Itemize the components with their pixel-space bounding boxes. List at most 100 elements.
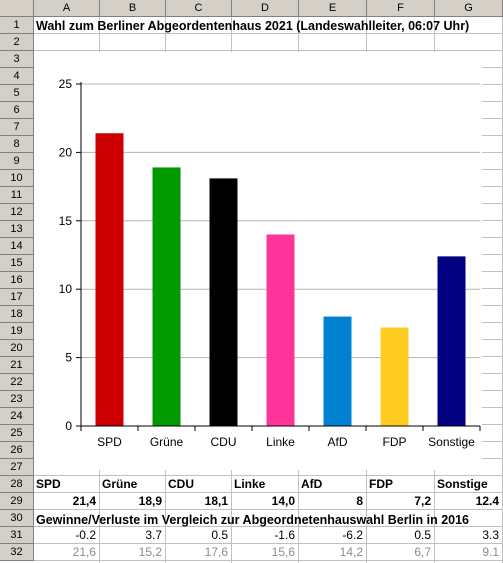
- column-header-g[interactable]: G: [435, 0, 503, 17]
- party-cell-spd[interactable]: SPD: [36, 477, 61, 491]
- row-header-7[interactable]: 7: [0, 119, 34, 136]
- row-header-16[interactable]: 16: [0, 272, 34, 289]
- cell-gridline-horizontal: [34, 526, 503, 527]
- column-header-c[interactable]: C: [166, 0, 232, 17]
- result-cell-spd[interactable]: 21,4: [72, 494, 96, 508]
- cell-gridline-horizontal: [34, 492, 503, 493]
- y-tick-label: 5: [65, 351, 72, 365]
- party-cell-cdu[interactable]: CDU: [168, 477, 194, 491]
- party-cell-linke[interactable]: Linke: [234, 477, 266, 491]
- row-header-6[interactable]: 6: [0, 102, 34, 119]
- x-tick-label: AfD: [327, 435, 347, 449]
- row-header-24[interactable]: 24: [0, 408, 34, 425]
- cell-gridline-horizontal: [34, 509, 503, 510]
- select-all-corner[interactable]: [0, 0, 34, 17]
- change-cell-afd[interactable]: -6.2: [342, 528, 363, 542]
- x-tick-label: Sonstige: [428, 435, 475, 449]
- row-header-22[interactable]: 22: [0, 374, 34, 391]
- bar-afd: [323, 316, 352, 426]
- y-tick-label: 10: [59, 282, 73, 296]
- result-cell-gruene[interactable]: 18,9: [138, 494, 162, 508]
- change-cell-linke[interactable]: -1.6: [274, 528, 295, 542]
- change-cell-fdp[interactable]: 0.5: [414, 528, 431, 542]
- changes-label[interactable]: Gewinne/Verluste im Vergleich zur Abgeor…: [36, 513, 469, 527]
- result-cell-cdu[interactable]: 18,1: [204, 494, 228, 508]
- row-header-5[interactable]: 5: [0, 85, 34, 102]
- row-header-23[interactable]: 23: [0, 391, 34, 408]
- party-cell-sonstige[interactable]: Sonstige: [437, 477, 488, 491]
- column-header-a[interactable]: A: [34, 0, 100, 17]
- result-2016-cell-spd[interactable]: 21,6: [72, 545, 96, 559]
- row-header-26[interactable]: 26: [0, 442, 34, 459]
- row-header-25[interactable]: 25: [0, 425, 34, 442]
- row-header-32[interactable]: 32: [0, 544, 34, 561]
- bar-gruene: [152, 167, 181, 426]
- result-2016-cell-sonstige[interactable]: 9.1: [482, 545, 499, 559]
- result-2016-cell-gruene[interactable]: 15,2: [138, 545, 162, 559]
- party-cell-fdp[interactable]: FDP: [369, 477, 393, 491]
- x-tick-label: CDU: [211, 435, 237, 449]
- row-header-15[interactable]: 15: [0, 255, 34, 272]
- row-header-18[interactable]: 18: [0, 306, 34, 323]
- column-header-b[interactable]: B: [100, 0, 166, 17]
- row-header-31[interactable]: 31: [0, 527, 34, 544]
- row-header-13[interactable]: 13: [0, 221, 34, 238]
- party-cell-afd[interactable]: AfD: [301, 477, 323, 491]
- row-header-10[interactable]: 10: [0, 170, 34, 187]
- result-cell-linke[interactable]: 14,0: [271, 494, 295, 508]
- sheet-title[interactable]: Wahl zum Berliner Abgeordentenhaus 2021 …: [36, 19, 470, 33]
- row-header-20[interactable]: 20: [0, 340, 34, 357]
- row-header-11[interactable]: 11: [0, 187, 34, 204]
- row-header-14[interactable]: 14: [0, 238, 34, 255]
- row-header-21[interactable]: 21: [0, 357, 34, 374]
- bar-sonstige: [437, 256, 466, 426]
- row-header-9[interactable]: 9: [0, 153, 34, 170]
- bar-linke: [266, 234, 295, 426]
- row-header-17[interactable]: 17: [0, 289, 34, 306]
- result-cell-sonstige[interactable]: 12.4: [475, 494, 499, 508]
- cell-gridline-horizontal: [34, 50, 503, 51]
- cell-gridline-horizontal: [34, 560, 503, 561]
- cell-gridline-horizontal: [34, 33, 503, 34]
- cell-gridline-horizontal: [34, 543, 503, 544]
- row-header-30[interactable]: 30: [0, 510, 34, 527]
- row-header-4[interactable]: 4: [0, 68, 34, 85]
- change-cell-cdu[interactable]: 0.5: [211, 528, 228, 542]
- row-header-27[interactable]: 27: [0, 459, 34, 476]
- row-header-19[interactable]: 19: [0, 323, 34, 340]
- x-tick-label: Linke: [266, 435, 295, 449]
- y-tick-label: 0: [65, 419, 72, 433]
- result-2016-cell-afd[interactable]: 14,2: [339, 545, 363, 559]
- change-cell-spd[interactable]: -0.2: [75, 528, 96, 542]
- change-cell-sonstige[interactable]: 3.3: [482, 528, 499, 542]
- row-header-29[interactable]: 29: [0, 493, 34, 510]
- result-cell-fdp[interactable]: 7,2: [414, 494, 431, 508]
- cell-gridline-horizontal: [34, 475, 503, 476]
- bar-spd: [95, 133, 124, 427]
- party-cell-gruene[interactable]: Grüne: [102, 477, 138, 491]
- row-header-8[interactable]: 8: [0, 136, 34, 153]
- result-2016-cell-linke[interactable]: 15,6: [271, 545, 295, 559]
- column-header-f[interactable]: F: [367, 0, 435, 17]
- change-cell-gruene[interactable]: 3.7: [145, 528, 162, 542]
- y-tick-label: 15: [59, 214, 73, 228]
- row-header-3[interactable]: 3: [0, 51, 34, 68]
- result-2016-cell-cdu[interactable]: 17,6: [204, 545, 228, 559]
- row-header-28[interactable]: 28: [0, 476, 34, 493]
- row-header-12[interactable]: 12: [0, 204, 34, 221]
- column-header-e[interactable]: E: [299, 0, 367, 17]
- result-cell-afd[interactable]: 8: [356, 494, 363, 508]
- bar-fdp: [380, 327, 409, 426]
- column-header-d[interactable]: D: [232, 0, 299, 17]
- x-tick-label: FDP: [383, 435, 407, 449]
- row-header-2[interactable]: 2: [0, 34, 34, 51]
- bar-cdu: [209, 178, 238, 426]
- bar-chart: 0 5 10 15 20 25 SPD Grüne CDU Linke AfD FDP Sonstige: [34, 52, 482, 470]
- result-2016-cell-fdp[interactable]: 6,7: [414, 545, 431, 559]
- y-tick-label: 20: [59, 145, 73, 159]
- row-header-1[interactable]: 1: [0, 17, 34, 34]
- x-tick-label: Grüne: [150, 435, 184, 449]
- y-tick-label: 25: [59, 77, 73, 91]
- x-tick-label: SPD: [97, 435, 122, 449]
